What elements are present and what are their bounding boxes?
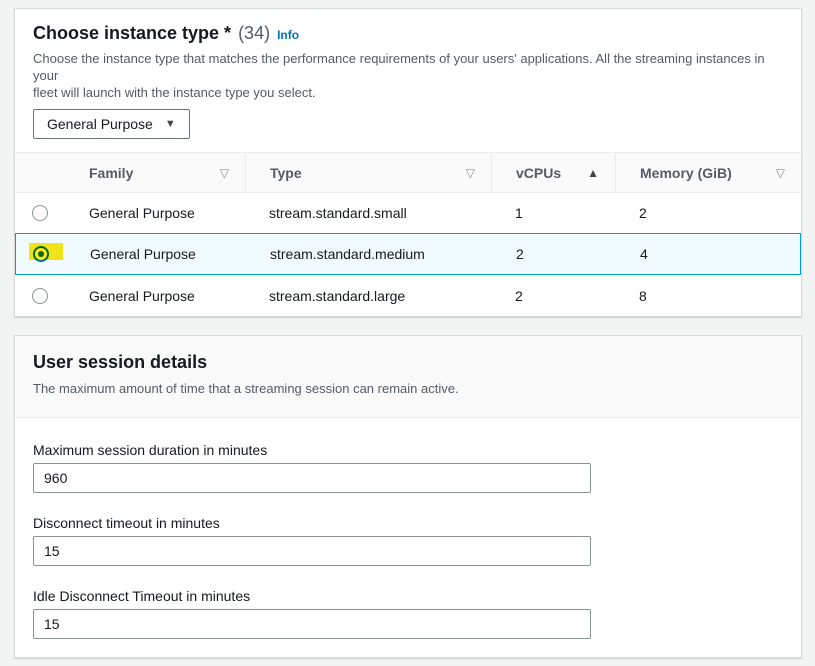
column-header-type[interactable]: Type ▽ — [245, 153, 491, 192]
cell-vcpus: 1 — [515, 205, 523, 221]
panel-description: Choose the instance type that matches th… — [33, 51, 765, 100]
info-link[interactable]: Info — [277, 28, 300, 42]
cell-memory: 4 — [640, 246, 648, 262]
table-row-stream-standard-small[interactable]: General Purpose stream.standard.small 1 … — [15, 193, 801, 234]
chevron-down-icon: ▼ — [164, 118, 176, 130]
panel-title-row: Choose instance type * (34) Info — [33, 23, 783, 44]
cell-family: General Purpose — [89, 287, 195, 304]
field-max-session-duration: Maximum session duration in minutes — [33, 442, 783, 493]
max-session-duration-input[interactable] — [33, 463, 591, 493]
table-header-row: Family ▽ Type ▽ vCPUs ▲ Memory (GiB) ▽ — [15, 152, 801, 193]
cell-type: stream.standard.medium — [270, 246, 425, 262]
cell-family: General Purpose — [89, 205, 195, 221]
radio-button-selected[interactable] — [33, 246, 49, 262]
sort-icon-memory[interactable]: ▽ — [775, 165, 785, 180]
sort-icon-family[interactable]: ▽ — [219, 165, 229, 180]
choose-instance-type-panel: Choose instance type * (34) Info Choose … — [14, 8, 802, 317]
radio-button-unselected[interactable] — [32, 205, 48, 221]
table-row-stream-standard-large[interactable]: General Purpose stream.standard.large 2 … — [15, 275, 801, 316]
cell-vcpus: 2 — [516, 246, 524, 262]
column-header-vcpus[interactable]: vCPUs ▲ — [491, 153, 615, 192]
table-row-stream-standard-medium-selected[interactable]: General Purpose stream.standard.medium 2… — [15, 233, 801, 275]
cell-memory: 2 — [639, 205, 647, 221]
session-panel-description: The maximum amount of time that a stream… — [33, 381, 459, 396]
radio-dot — [38, 251, 44, 257]
sort-icon-vcpus-ascending[interactable]: ▲ — [587, 165, 599, 180]
radio-column-header — [15, 153, 65, 192]
instance-count: (34) — [238, 23, 271, 43]
field-disconnect-timeout: Disconnect timeout in minutes — [33, 515, 783, 566]
instance-type-table: Family ▽ Type ▽ vCPUs ▲ Memory (GiB) ▽ G… — [15, 152, 801, 316]
radio-button-unselected[interactable] — [32, 287, 48, 304]
cell-type: stream.standard.large — [269, 287, 406, 304]
user-session-details-panel: User session details The maximum amount … — [14, 335, 802, 658]
family-filter-dropdown[interactable]: General Purpose ▼ — [33, 109, 190, 139]
cell-type: stream.standard.small — [269, 205, 407, 221]
cell-vcpus: 2 — [515, 287, 523, 304]
family-filter-value: General Purpose — [47, 116, 153, 132]
idle-disconnect-timeout-input[interactable] — [33, 609, 591, 639]
idle-disconnect-timeout-label: Idle Disconnect Timeout in minutes — [33, 588, 251, 604]
field-idle-disconnect-timeout: Idle Disconnect Timeout in minutes — [33, 588, 783, 639]
cell-family: General Purpose — [90, 246, 196, 262]
sort-icon-type[interactable]: ▽ — [465, 165, 475, 180]
disconnect-timeout-label: Disconnect timeout in minutes — [33, 515, 220, 531]
column-header-memory[interactable]: Memory (GiB) ▽ — [615, 153, 801, 192]
cell-memory: 8 — [639, 287, 647, 304]
session-panel-title: User session details — [33, 352, 208, 372]
max-session-duration-label: Maximum session duration in minutes — [33, 442, 268, 458]
page-title: Choose instance type * — [33, 23, 232, 43]
column-header-family[interactable]: Family ▽ — [89, 164, 229, 181]
disconnect-timeout-input[interactable] — [33, 536, 591, 566]
session-panel-header: User session details The maximum amount … — [15, 336, 801, 418]
